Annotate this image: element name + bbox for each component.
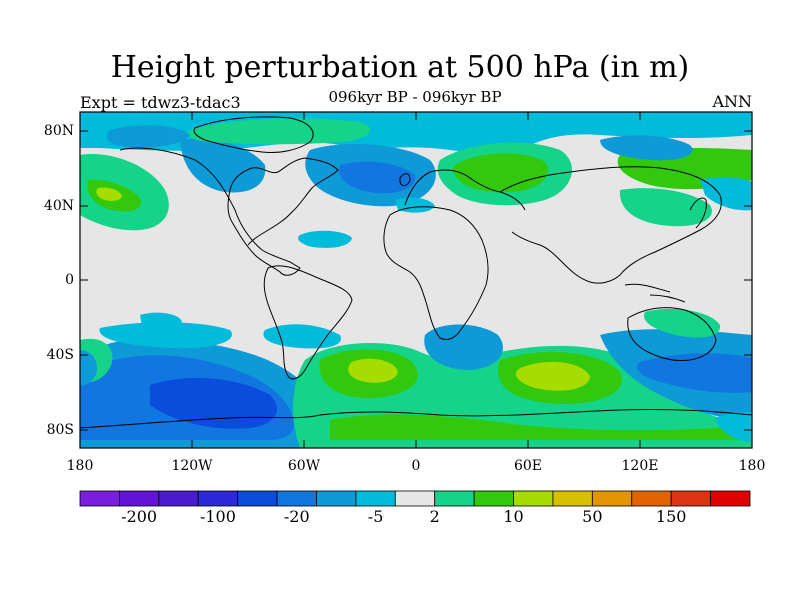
japan-coast (689, 197, 707, 229)
colorbar-swatch (237, 490, 278, 507)
experiment-label: Expt = tdwz3-tdac3 (80, 93, 241, 112)
colorbar-tick-label: 50 (582, 507, 603, 526)
australia-high (644, 308, 721, 338)
lon-tick-label: 60E (513, 458, 543, 474)
south-america-coast (263, 265, 353, 380)
greenland-low (106, 125, 190, 148)
greenland-high (187, 118, 371, 145)
colorbar-swatch (158, 490, 199, 507)
colorbar-swatch (473, 490, 514, 507)
map-subtitle: 096kyr BP - 096kyr BP (328, 88, 502, 106)
colorbar-swatch (670, 490, 711, 507)
uk-coast (399, 173, 411, 187)
south-africa-low (424, 324, 503, 370)
nw-pacific-low (700, 177, 752, 211)
contour-field (80, 112, 752, 448)
lon-tick-label: 180 (66, 458, 94, 474)
tasman-low (140, 312, 182, 329)
colorbar-swatch (434, 490, 475, 507)
colorbar-swatch (394, 490, 436, 507)
coastlines (80, 116, 752, 429)
colorbar-tick-label: 150 (655, 507, 687, 526)
greenland-coast (193, 116, 314, 153)
colorbar-tick-label: 2 (429, 507, 440, 526)
sw-pacific-low (80, 350, 98, 386)
colorbar-swatch (316, 490, 357, 507)
south-pacific-low-core (150, 377, 278, 429)
north-america-low (180, 138, 266, 193)
map-title: Height perturbation at 500 hPa (in m) (110, 50, 690, 85)
colorbar-swatch (355, 490, 396, 507)
australia-coast (627, 307, 717, 361)
colorbar-swatch (591, 490, 633, 507)
colorbar-swatch (552, 490, 593, 507)
north-atlantic-low-core (339, 161, 416, 194)
colorbar-swatch (710, 490, 751, 507)
east-asia-high (619, 188, 712, 227)
lat-tick-label: 80S (46, 422, 74, 438)
colorbar-tick-label: -200 (121, 507, 158, 526)
north-america-coast (119, 147, 339, 276)
colorbar-swatch (631, 490, 672, 507)
colorbar-tick-label: -20 (283, 507, 310, 526)
colorbar-tick-label: 10 (503, 507, 524, 526)
lon-tick-label: 120E (621, 458, 659, 474)
season-label: ANN (712, 92, 752, 111)
europe-coast (404, 169, 526, 211)
antarctic-high-band (330, 414, 752, 440)
colorbar-swatch (79, 490, 120, 507)
antarctica-coast (80, 408, 752, 429)
asia-coast (499, 166, 722, 284)
far-east-low (715, 412, 752, 442)
colorbar-tick-label: -5 (367, 507, 384, 526)
indonesia-coast (624, 283, 686, 303)
colorbar-swatch (276, 490, 317, 507)
colorbar-swatch (197, 490, 239, 507)
lat-tick-label: 40N (43, 198, 74, 214)
lon-tick-label: 180 (738, 458, 766, 474)
indian-high-core (515, 361, 590, 391)
lon-tick-label: 60W (287, 458, 321, 474)
north-pacific-high-core (96, 187, 122, 201)
colorbar-swatch (513, 490, 554, 507)
subtropical-atlantic-low (298, 230, 352, 248)
lat-tick-label: 40S (46, 347, 74, 363)
lon-tick-label: 0 (411, 458, 421, 474)
south-indian-low (99, 322, 232, 349)
africa-coast (383, 206, 489, 341)
colorbar-swatch (119, 490, 160, 507)
lat-tick-label: 0 (65, 272, 74, 288)
east-asia-low (600, 135, 693, 161)
australia-low-inner (636, 353, 752, 393)
lon-tick-label: 120W (171, 458, 213, 474)
colorbar-tick-label: -100 (199, 507, 236, 526)
colorbar (79, 490, 751, 507)
se-pacific-low (263, 324, 341, 349)
axis-ticks (80, 112, 752, 448)
lat-tick-label: 80N (43, 123, 74, 139)
south-atlantic-high-core (348, 358, 398, 383)
